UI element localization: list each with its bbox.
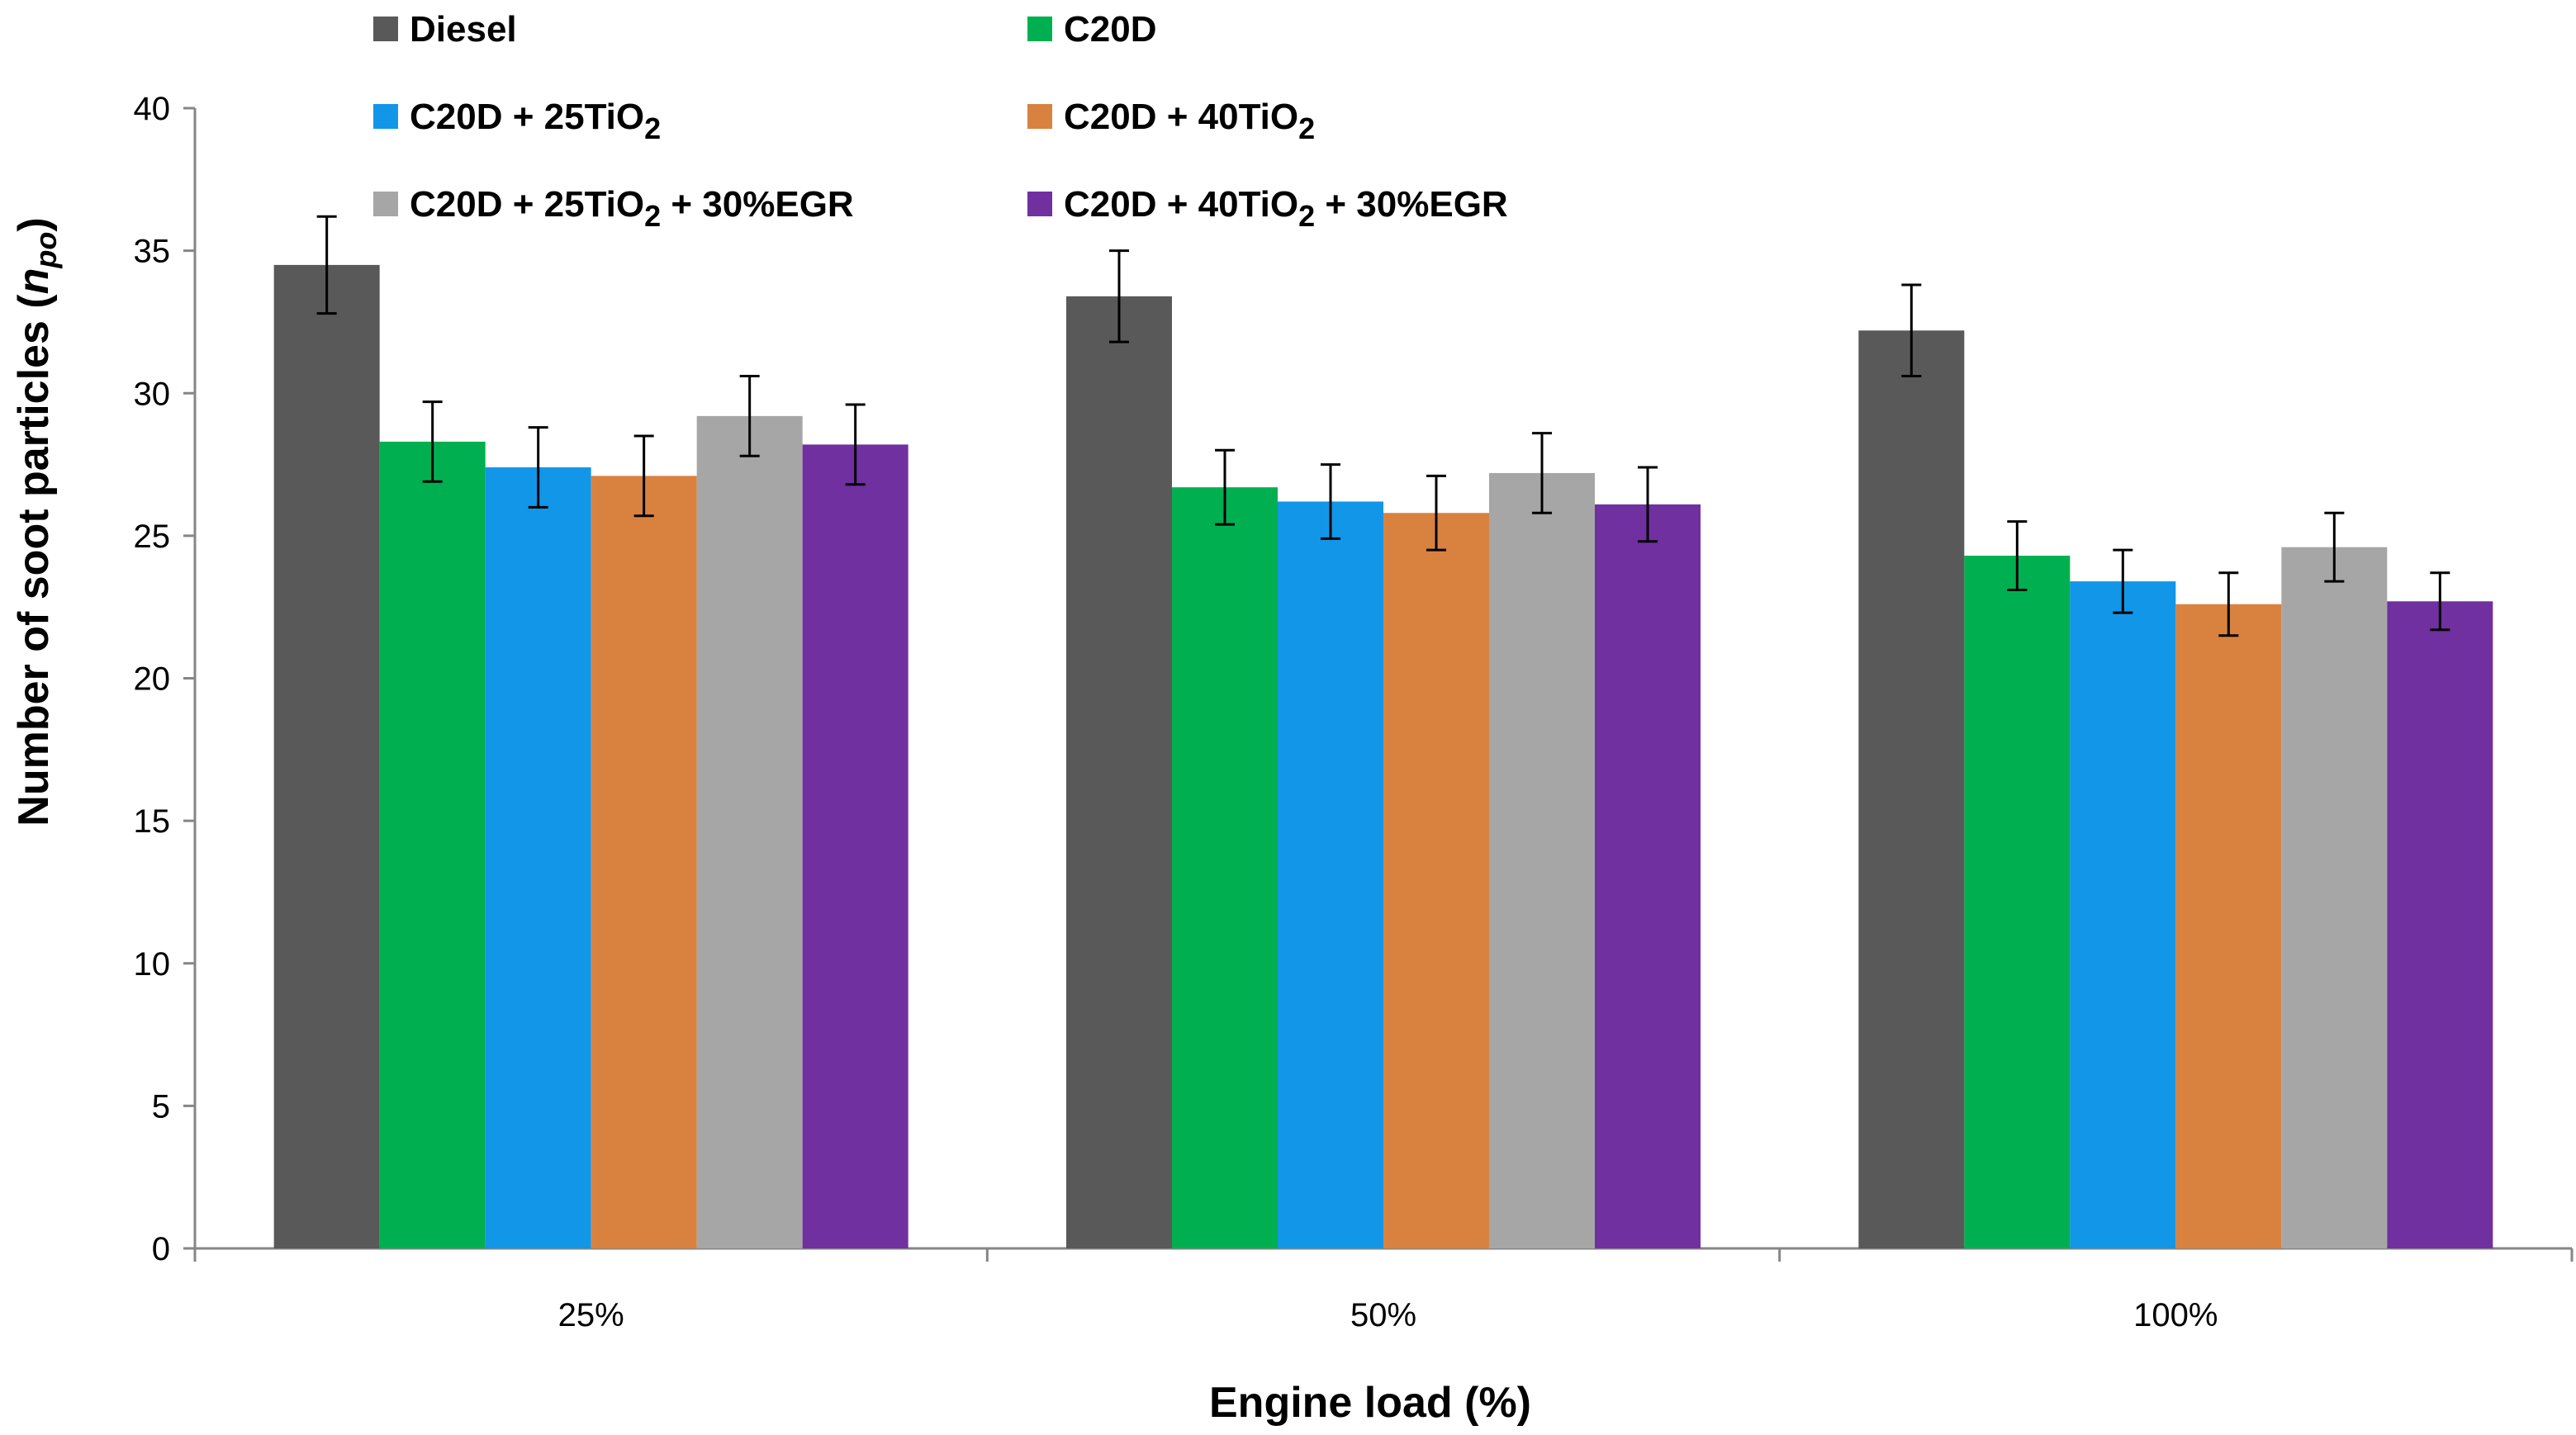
x-tick-label: 25% (558, 1297, 624, 1333)
legend-swatch (373, 104, 398, 129)
y-tick-label: 20 (134, 661, 171, 698)
legend-item: C20D + 40TiO2 + 30%EGR (1027, 184, 1508, 233)
y-tick-label: 40 (134, 91, 171, 127)
error-bar (2430, 571, 2450, 632)
error-bar (739, 375, 760, 457)
y-axis-title-symbol: n (10, 268, 58, 295)
legend-label: C20D + 40TiO2 + 30%EGR (1064, 184, 1508, 233)
bar (802, 444, 908, 1248)
legend-item: Diesel (373, 9, 517, 50)
error-bar (845, 403, 866, 486)
bar (2387, 601, 2493, 1248)
y-axis-title-subscript: po (29, 232, 63, 269)
error-bar (1638, 466, 1658, 543)
legend-item: C20D (1027, 9, 1157, 50)
y-tick-label: 35 (134, 234, 171, 270)
legend-item: C20D + 40TiO2 (1027, 97, 1315, 145)
bar (1964, 556, 2071, 1248)
y-tick-label: 5 (152, 1088, 170, 1125)
legend-label: C20D + 25TiO2 (410, 97, 661, 145)
y-tick-label: 15 (134, 803, 171, 840)
error-bar (316, 215, 337, 315)
error-bar (422, 400, 443, 483)
bar (1066, 296, 1172, 1248)
legend-item: C20D + 25TiO2 (373, 97, 661, 145)
bar-series-group (273, 264, 2493, 1249)
error-bar (2007, 520, 2028, 591)
chart-legend: Diesel C20D C20D + 25TiO2 C20D + 40TiO2 C20D… (373, 9, 1508, 233)
y-axis-title: Number of soot particles (npo) (10, 217, 63, 826)
x-tick-label: 100% (2133, 1297, 2218, 1333)
error-bar (1426, 474, 1446, 552)
bar (273, 264, 380, 1249)
error-bar (1109, 249, 1129, 343)
legend-swatch (1027, 192, 1052, 216)
error-bar (633, 434, 654, 518)
bar (696, 415, 803, 1248)
error-bar (528, 426, 548, 509)
bar (591, 476, 697, 1248)
bar (1278, 501, 1383, 1248)
legend-swatch (373, 192, 398, 216)
y-tick-label: 30 (134, 376, 171, 412)
y-tick-label: 10 (134, 946, 171, 983)
error-bar (2113, 548, 2133, 614)
legend-swatch (1027, 104, 1052, 129)
bar (379, 441, 486, 1248)
bar (1858, 330, 1965, 1248)
error-bar (1901, 283, 1922, 378)
x-axis-title: Engine load (%) (1209, 1379, 1531, 1427)
legend-item: C20D + 25TiO2 + 30%EGR (373, 184, 854, 233)
legend-label: C20D + 25TiO2 + 30%EGR (410, 184, 854, 233)
error-bar (1215, 448, 1235, 526)
legend-label: C20D (1064, 9, 1157, 50)
error-bar (2218, 571, 2239, 637)
legend-label: Diesel (410, 9, 517, 50)
bar (1172, 487, 1278, 1248)
y-axis-title-close: ) (10, 217, 58, 231)
x-tick-label: 50% (1350, 1297, 1416, 1333)
legend-label: C20D + 40TiO2 (1064, 97, 1315, 145)
y-axis: 0 5 10 15 20 25 30 35 40 (134, 91, 197, 1267)
bar (1383, 513, 1489, 1248)
bar (1595, 504, 1701, 1248)
legend-swatch (1027, 17, 1052, 41)
error-bar-group (316, 215, 2450, 637)
y-tick-label: 0 (152, 1231, 170, 1267)
bar (2070, 581, 2176, 1248)
bar (1489, 472, 1595, 1248)
error-bar (2324, 511, 2345, 583)
bar (485, 467, 591, 1248)
legend-swatch (373, 17, 398, 41)
x-axis: 25% 50% 100% (193, 1247, 2574, 1333)
y-axis-title-text: Number of soot particles ( (10, 294, 58, 826)
bar (2281, 547, 2388, 1248)
error-bar (1321, 463, 1340, 540)
bar (2175, 604, 2282, 1248)
error-bar (1532, 432, 1552, 514)
y-tick-label: 25 (134, 519, 171, 555)
